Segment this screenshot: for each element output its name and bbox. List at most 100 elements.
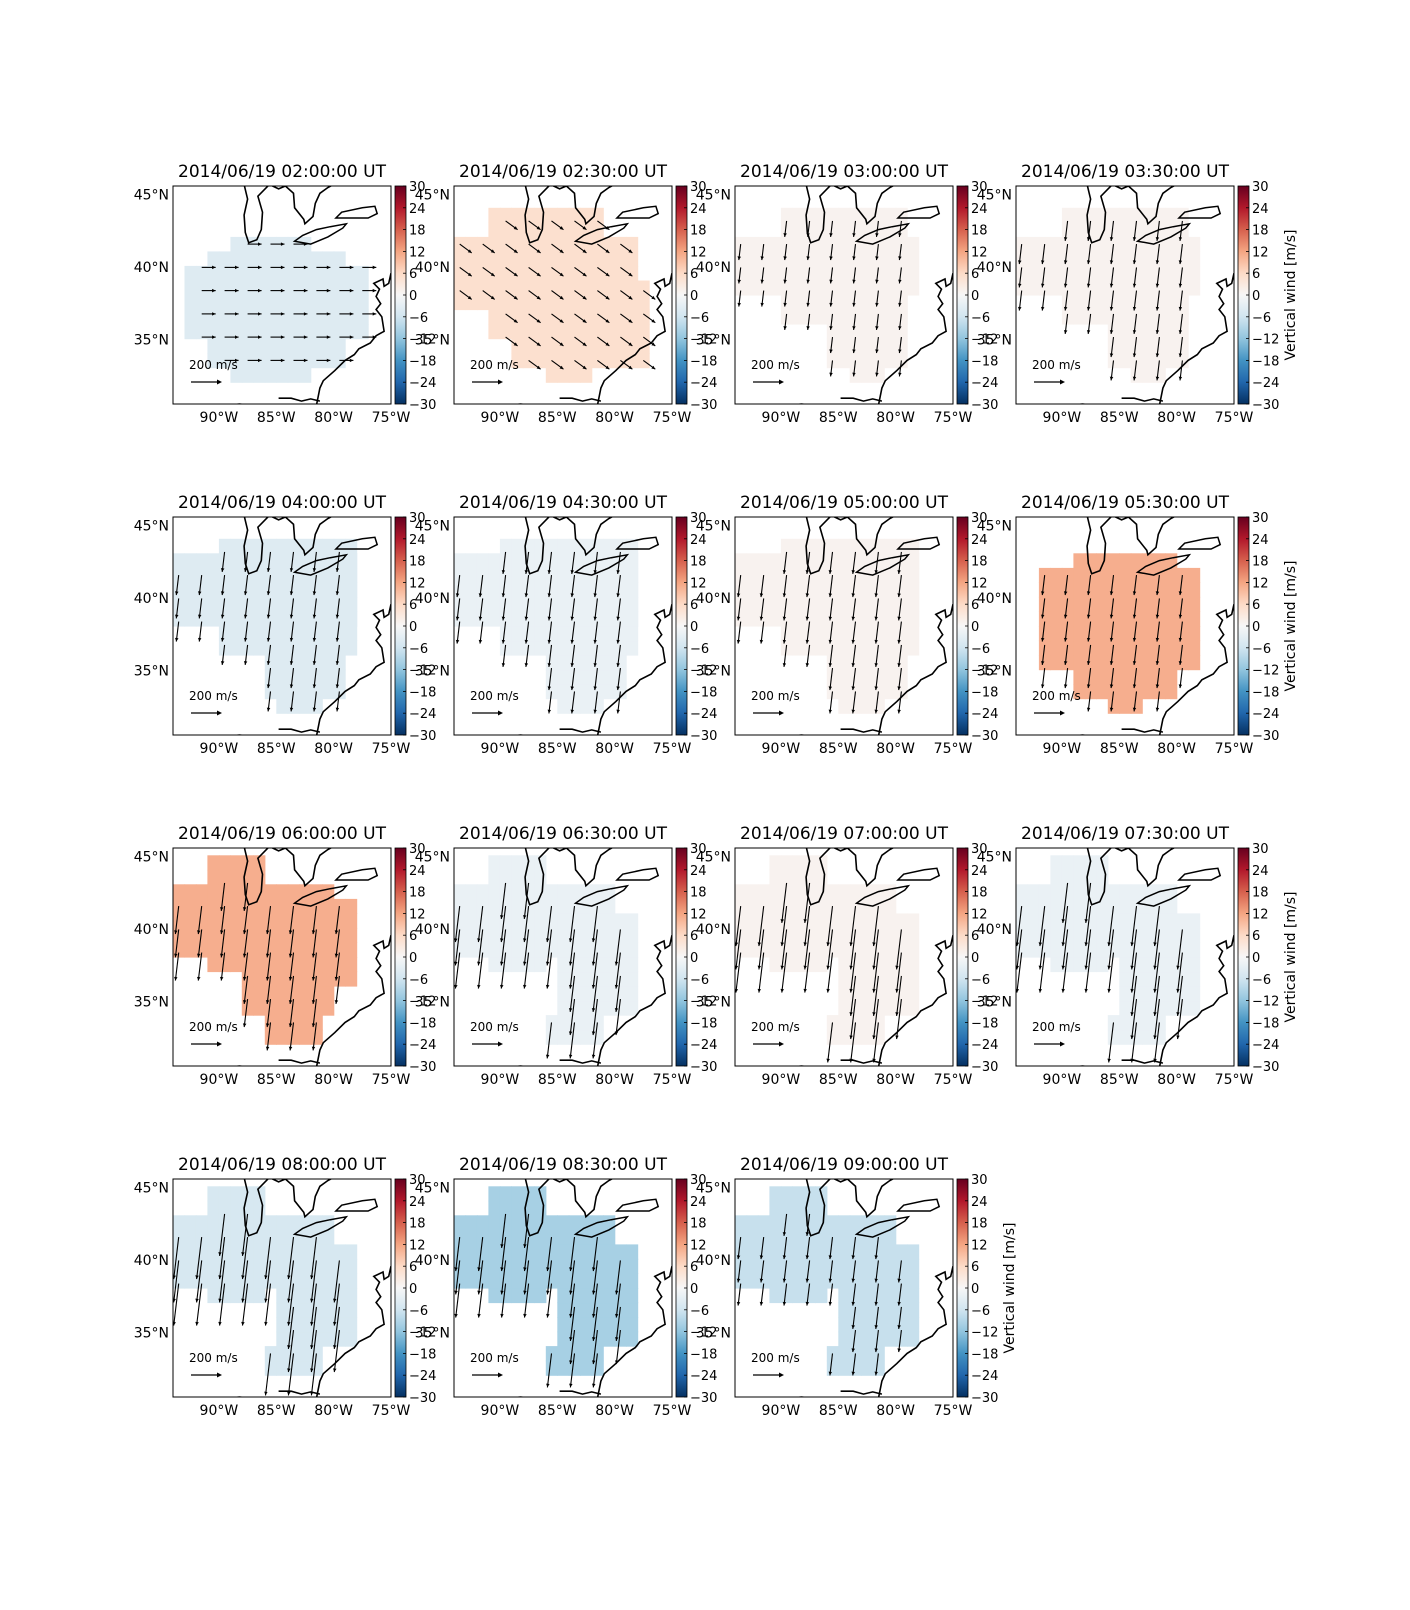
wind-arrow [758,929,765,970]
map-area [454,186,672,404]
wind-arrow [478,1283,484,1318]
wind-cell [1084,669,1097,685]
wind-arrow-head [173,1275,176,1280]
wind-cell [322,1258,335,1274]
wind-arrow-head [241,1321,245,1326]
wind-cell [476,1244,489,1260]
wind-cell [299,1302,312,1318]
wind-arrow [546,929,553,966]
wind-cell [1142,942,1155,958]
wind-cell [276,1029,289,1045]
wind-arrow [312,999,317,1028]
wind-cell [545,942,558,958]
wind-arrow-head [559,365,564,370]
wind-arrow-head [828,1278,832,1283]
wind-cell [1061,884,1074,900]
quiver-key-label: 200 m/s [189,1020,238,1034]
wind-cell [1165,898,1178,914]
wind-cell [568,338,581,354]
wind-arrow [523,906,530,943]
wind-cell [488,1200,501,1216]
wind-arrow [594,551,598,574]
wind-arrow-head [828,709,832,714]
wind-cell [545,884,558,900]
wind-cell [838,986,851,1002]
wind-cell [1096,236,1109,252]
wind-arrow-head [1155,591,1160,596]
wind-arrow-head [258,358,262,363]
wind-arrow-head [828,570,832,574]
wind-arrow [829,644,834,667]
coastline [840,397,883,402]
lake-outline [615,205,660,219]
wind-arrow [173,1260,180,1303]
wind-arrow-head [235,358,239,363]
coastline [524,848,551,906]
lake-outline [573,553,630,576]
wind-arrow [548,668,553,691]
wind-cell [895,538,908,554]
wind-arrow-head [593,616,597,621]
wind-arrow-head [220,637,225,642]
wind-cell [299,1346,312,1362]
wind-cell [1107,698,1120,714]
wind-cell [769,942,782,958]
wind-cell [907,582,920,598]
wind-arrow [898,1330,902,1353]
wind-cell [522,338,535,354]
wind-arrow-head [1016,965,1020,970]
wind-arrow [1154,1022,1160,1063]
wind-cell [792,1258,805,1274]
wind-cell [769,582,782,598]
wind-arrow-head [490,295,495,300]
wind-arrow [266,975,272,1004]
wind-arrow-head [569,1360,573,1365]
wind-cell [1027,898,1040,914]
wind-arrow-head [757,942,761,947]
wind-cell [499,280,512,296]
wind-arrow-head [616,686,620,691]
wind-cell [488,1215,501,1231]
colorbar-tick-label: 24 [1252,202,1269,217]
colorbar-tick-label: −12 [409,333,436,348]
wind-arrow-head [500,984,504,989]
wind-arrow [852,644,857,667]
wind-cell [746,251,759,267]
colorbar-tick-label: 6 [1252,929,1260,944]
map-frame [172,516,392,736]
wind-arrow [896,952,902,993]
wind-cell [849,309,862,325]
wind-cell [333,1331,346,1347]
wind-arrow [1108,952,1115,993]
lat-tick-label: 45°N [696,187,731,203]
wind-cell [826,295,839,311]
wind-arrow-head [1155,614,1160,619]
wind-cell [454,942,467,958]
wind-arrow-head [591,1008,596,1012]
wind-cell [499,884,512,900]
wind-arrow [875,598,879,621]
wind-arrow-head [1109,637,1114,642]
wind-cell [861,626,874,642]
wind-cell [1107,640,1120,656]
wind-cell [861,611,874,627]
wind-cell [838,265,851,281]
wind-cell [1038,251,1051,267]
wind-arrow [287,1330,295,1373]
wind-cell [264,596,277,612]
wind-arrow [335,906,340,935]
wind-cell [1142,1000,1155,1016]
wind-cell [264,626,277,642]
wind-cell [299,582,312,598]
lon-tick-label: 80°W [595,410,634,426]
wind-cell [1165,927,1178,943]
wind-cell [557,640,570,656]
wind-arrow-head [349,288,354,293]
wind-cell [1165,567,1178,583]
wind-cell [746,611,759,627]
wind-arrow-head [303,265,308,270]
wind-arrow-head [591,961,596,966]
wind-cell [230,367,243,383]
